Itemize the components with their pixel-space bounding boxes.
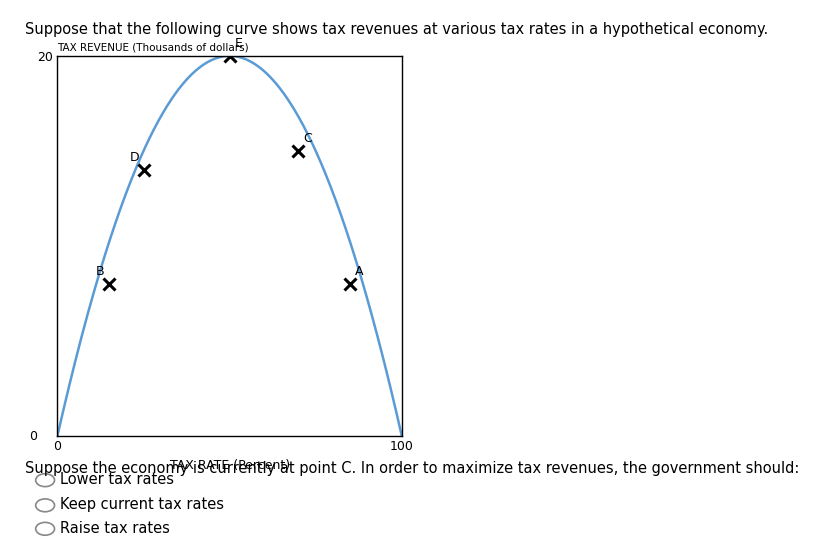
Text: Raise tax rates: Raise tax rates	[60, 520, 170, 536]
Text: D: D	[129, 151, 139, 164]
Text: B: B	[95, 266, 104, 278]
Text: C: C	[303, 132, 312, 145]
Text: A: A	[355, 266, 364, 278]
Text: Suppose that the following curve shows tax revenues at various tax rates in a hy: Suppose that the following curve shows t…	[25, 22, 767, 37]
Text: E: E	[234, 37, 242, 50]
Text: 0: 0	[29, 429, 37, 443]
X-axis label: TAX RATE (Percent): TAX RATE (Percent)	[170, 459, 289, 472]
Text: TAX REVENUE (Thousands of dollars): TAX REVENUE (Thousands of dollars)	[57, 42, 249, 52]
Text: Lower tax rates: Lower tax rates	[60, 472, 174, 487]
Text: Keep current tax rates: Keep current tax rates	[60, 497, 224, 512]
Text: Suppose the economy is currently at point C. In order to maximize tax revenues, : Suppose the economy is currently at poin…	[25, 461, 798, 476]
